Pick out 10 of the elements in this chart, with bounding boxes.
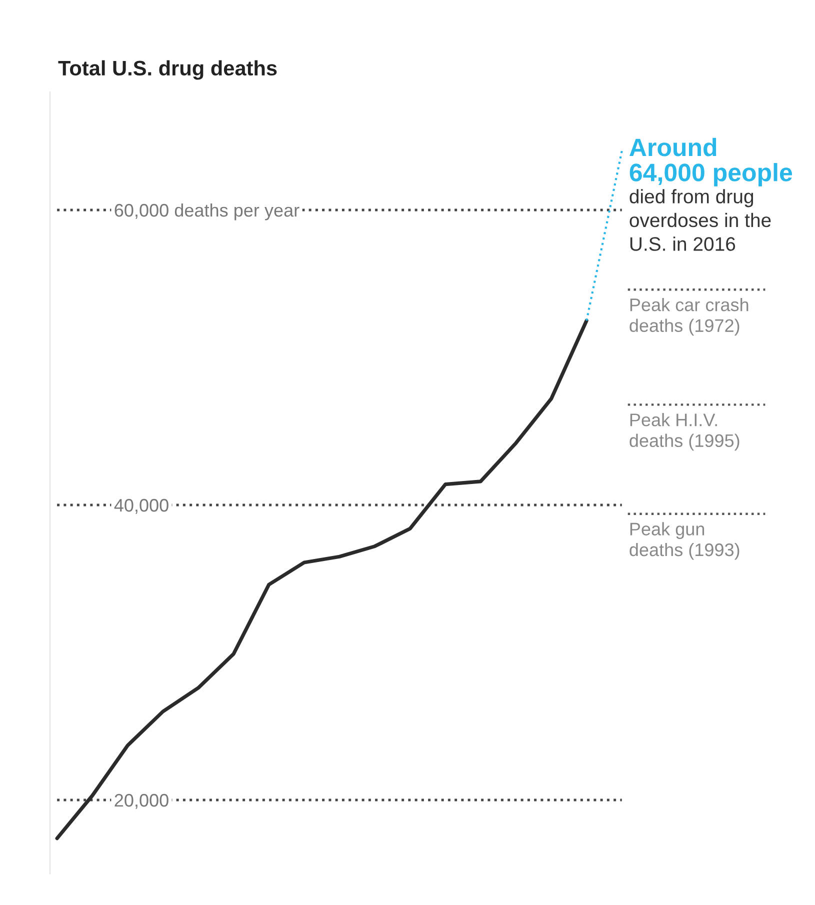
text: died from drug overdoses in the U.S. in 2016 [630,189,771,251]
y-tick-label: 20,000 [114,794,168,809]
y-tick-label: 40,000 [114,498,168,514]
y-tick-label: 60,000 deaths per year [114,203,300,220]
text: Around 64,000 people [630,138,792,186]
ref-line-label: Peak car crash deaths (1972) [630,298,748,336]
line-series [55,318,588,840]
ref-line-label: Peak gun deaths (1993) [630,522,740,560]
chart-title: Total U.S. drug deaths [58,60,277,80]
ref-line-label: Peak H.I.V. deaths (1995) [630,413,740,451]
